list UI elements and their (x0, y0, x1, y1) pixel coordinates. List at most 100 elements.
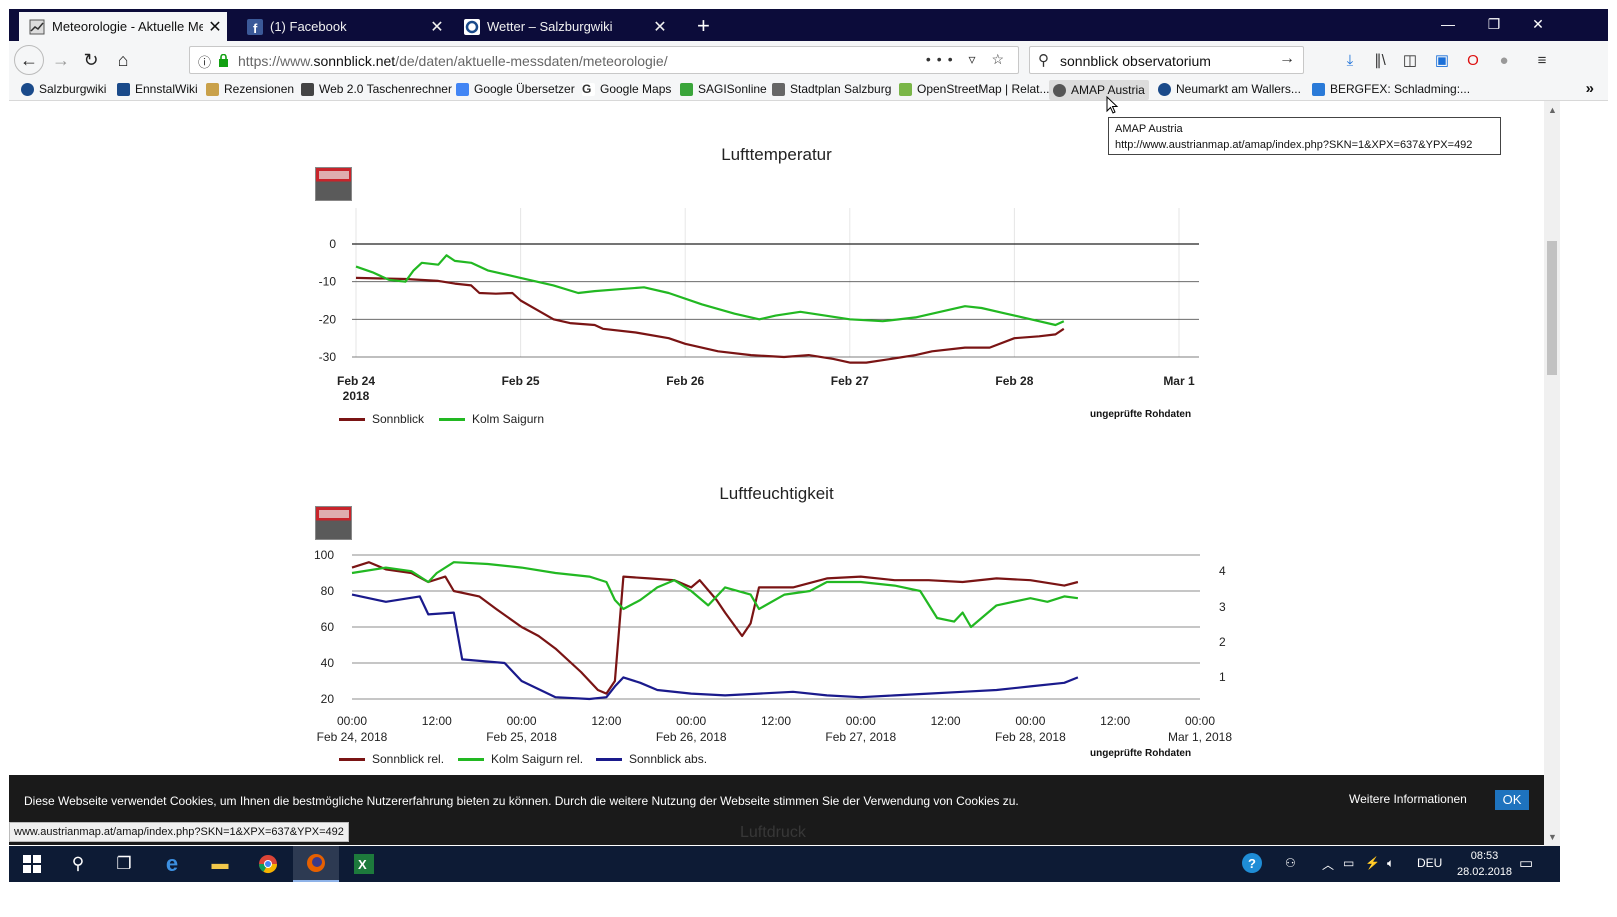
tab-salzburgwiki[interactable]: Wetter – Salzburgwiki ✕ (454, 12, 672, 41)
sidebar-icon[interactable]: ◫ (1402, 52, 1418, 69)
restore-icon[interactable]: ❐ (1487, 16, 1501, 32)
network-icon[interactable]: ⚡ (1365, 856, 1380, 870)
address-bar[interactable]: ⓘ https://www.sonnblick.net/de/daten/akt… (189, 46, 1019, 74)
battery-icon[interactable]: ▭ (1343, 856, 1355, 870)
page-content: Lufttemperatur 0 -10 -20 -30 Feb 24 Feb 25 Feb… (9, 101, 1544, 834)
y2-tick-label: 2 (1219, 635, 1226, 649)
excel-icon[interactable]: X (341, 846, 387, 882)
clock-time: 08:53 (1470, 850, 1499, 862)
search-icon[interactable]: ⚲ (71, 854, 85, 873)
close-window-icon[interactable]: ✕ (1532, 16, 1544, 32)
bookmark-amap-austria[interactable]: AMAP Austria (1049, 80, 1149, 100)
windows-start-icon[interactable] (9, 846, 55, 882)
library-icon[interactable]: ∥\ (1374, 52, 1386, 69)
bookmark-label: Google Übersetzer (474, 82, 575, 96)
minimize-icon[interactable]: — (1441, 16, 1455, 32)
search-go-icon[interactable]: → (1279, 50, 1295, 67)
reload-icon[interactable]: ↻ (83, 50, 99, 70)
globe-icon (1053, 83, 1066, 97)
edge-icon[interactable]: e (165, 851, 179, 876)
people-icon[interactable]: ⚇ (1285, 856, 1296, 870)
bookmark-label: SAGISonline (698, 82, 767, 96)
translate-icon (456, 82, 469, 96)
legend-swatch (339, 757, 365, 761)
bookmark-icon (21, 82, 34, 96)
bookmark-label: Salzburgwiki (39, 82, 107, 96)
bookmark-ennstalwiki[interactable]: EnnstalWiki (117, 82, 198, 96)
svg-text:X: X (358, 857, 367, 872)
home-icon[interactable]: ⌂ (117, 50, 129, 70)
humidity-chart: 100 80 60 40 20 4 3 2 1 00:00 12:00 00:00 12:00 00:00… (314, 548, 1232, 744)
scroll-down-icon[interactable]: ▼ (1548, 832, 1557, 842)
cookie-ok-button[interactable]: OK (1495, 790, 1529, 810)
x-tick-label: 12:00 (1100, 714, 1130, 728)
action-center-icon[interactable]: ▭ (1519, 855, 1534, 872)
bookmark-stadtplan[interactable]: Stadtplan Salzburg (772, 82, 891, 96)
more-actions-icon[interactable]: ••• (925, 51, 959, 67)
task-view-icon[interactable]: ❐ (116, 854, 132, 873)
scrollbar-thumb[interactable] (1547, 241, 1557, 375)
calculator-icon (301, 82, 314, 96)
volume-icon[interactable]: 🔈︎ (1387, 856, 1395, 870)
bookmark-sagisonline[interactable]: SAGISonline (680, 82, 767, 96)
svg-text:?: ? (1248, 856, 1256, 871)
bookmarks-overflow-icon[interactable]: » (1585, 80, 1594, 97)
extension-icon[interactable]: ● (1499, 52, 1509, 69)
help-icon[interactable]: ? (1241, 852, 1263, 877)
tab-title: (1) Facebook (270, 19, 347, 34)
taskbar: ⚲ ❐ e ▬ X ? ⚇ ︿ ▭ ⚡ 🔈︎ DEU 08:53 28.02.2… (9, 846, 1560, 882)
tray-chevron-icon[interactable]: ︿ (1322, 858, 1335, 872)
x-date-label: Feb 28, 2018 (995, 730, 1066, 744)
clock[interactable]: 08:53 28.02.2018 (1457, 848, 1512, 880)
opera-icon[interactable]: O (1467, 52, 1479, 69)
x-tick-label: 00:00 (846, 714, 876, 728)
firefox-icon[interactable] (293, 846, 339, 882)
bookmark-star-icon[interactable]: ☆ (991, 51, 1010, 67)
file-explorer-icon[interactable]: ▬ (211, 854, 229, 873)
bookmark-web20-calculator[interactable]: Web 2.0 Taschenrechner (301, 82, 452, 96)
back-arrow-icon[interactable]: ← (14, 45, 44, 75)
bookmark-rezensionen[interactable]: Rezensionen (206, 82, 294, 96)
bookmark-salzburgwiki[interactable]: Salzburgwiki (21, 82, 106, 96)
forward-arrow-icon[interactable]: → (52, 50, 70, 70)
close-tab-icon[interactable]: ✕ (653, 18, 667, 36)
download-icon[interactable]: ⤓ (1346, 52, 1354, 69)
page-scrollbar[interactable]: ▲ ▼ (1544, 101, 1560, 846)
menu-icon[interactable]: ≡ (1537, 52, 1547, 69)
x-tick-label: 12:00 (761, 714, 791, 728)
sonnblick-logo (315, 167, 352, 201)
lock-icon[interactable] (218, 54, 229, 67)
next-section-title: Luftdruck (740, 824, 806, 841)
language-indicator[interactable]: DEU (1417, 856, 1443, 870)
tab-facebook[interactable]: f (1) Facebook ✕ (237, 12, 449, 41)
series-line-sonnblick (355, 276, 1065, 364)
new-tab-icon[interactable]: + (697, 13, 710, 38)
osm-icon (899, 82, 912, 96)
x-tick-label: Feb 26 (666, 374, 704, 388)
y-tick-label: -30 (319, 350, 337, 364)
series-line-sonnblick-abs (351, 593, 1079, 701)
bookmark-openstreetmap[interactable]: OpenStreetMap | Relat... (899, 82, 1050, 96)
y-tick-label: 0 (329, 237, 336, 251)
bookmark-bergfex[interactable]: BERGFEX: Schladming:... (1312, 82, 1470, 96)
bookmark-google-translate[interactable]: Google Übersetzer (456, 82, 575, 96)
bookmark-label: Web 2.0 Taschenrechner (319, 82, 452, 96)
x-date-label: Feb 24, 2018 (317, 730, 388, 744)
bookmark-label: AMAP Austria (1071, 83, 1145, 97)
bookmark-neumarkt[interactable]: Neumarkt am Wallers... (1158, 82, 1301, 96)
search-box[interactable]: ⚲ sonnblick observatorium → (1029, 46, 1304, 74)
chrome-icon[interactable] (245, 846, 291, 882)
info-icon[interactable]: ⓘ (198, 55, 212, 70)
tab-meteorologie[interactable]: Meteorologie - Aktuelle Messd ✕ (19, 12, 227, 41)
close-tab-icon[interactable]: ✕ (430, 18, 444, 36)
bookmark-google-maps[interactable]: G Google Maps (582, 82, 671, 96)
google-icon: G (582, 82, 595, 96)
x-date-label: Feb 26, 2018 (656, 730, 727, 744)
notification-icon[interactable]: ▣ (1434, 52, 1450, 69)
cookie-more-info-link[interactable]: Weitere Informationen (1349, 792, 1467, 806)
close-tab-icon[interactable]: ✕ (208, 18, 222, 36)
scroll-up-icon[interactable]: ▲ (1548, 105, 1557, 115)
pocket-icon[interactable]: ▿ (968, 51, 982, 67)
series-line-sonnblick-rel (351, 561, 1079, 695)
map-icon (772, 82, 785, 96)
